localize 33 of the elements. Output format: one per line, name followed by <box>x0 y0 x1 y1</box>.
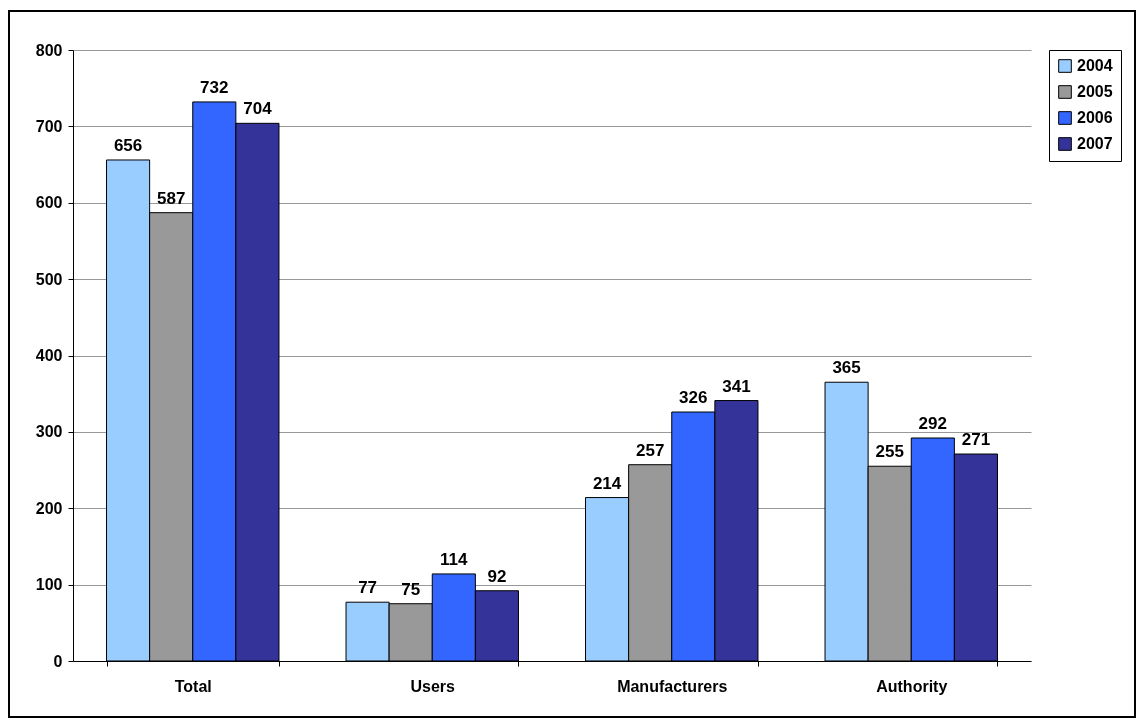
x-tick-label: Authority <box>876 677 948 695</box>
y-tick-label: 300 <box>35 423 63 441</box>
y-tick-label: 200 <box>35 499 63 517</box>
legend-label: 2006 <box>1077 109 1113 126</box>
data-label: 732 <box>200 77 229 97</box>
data-label: 292 <box>918 413 947 433</box>
x-tick-label: Total <box>174 677 212 695</box>
y-tick-label: 500 <box>35 270 63 288</box>
x-tick-label: Manufacturers <box>617 677 728 695</box>
data-label: 656 <box>113 135 143 155</box>
legend-label: 2005 <box>1077 83 1113 100</box>
data-label: 257 <box>636 440 665 460</box>
data-label: 365 <box>832 358 861 378</box>
data-label: 326 <box>679 388 708 408</box>
data-label: 341 <box>722 376 751 396</box>
data-label: 255 <box>875 442 904 462</box>
y-tick-label: 800 <box>35 41 63 59</box>
y-tick-label: 700 <box>35 117 63 135</box>
y-tick-label: 100 <box>35 576 63 594</box>
y-tick-label: 400 <box>35 347 63 364</box>
legend-label: 2004 <box>1077 57 1113 74</box>
y-tick-label: 0 <box>53 652 63 670</box>
legend-label: 2007 <box>1077 135 1113 152</box>
y-tick-label: 600 <box>35 194 63 212</box>
data-label: 92 <box>487 566 507 586</box>
data-label: 704 <box>243 99 273 119</box>
data-label: 114 <box>440 549 469 569</box>
x-tick-label: Users <box>410 677 456 695</box>
data-label: 271 <box>961 430 991 450</box>
data-label: 587 <box>157 188 186 208</box>
data-label: 75 <box>401 579 421 599</box>
data-label: 77 <box>358 578 378 598</box>
data-label: 214 <box>592 473 622 493</box>
